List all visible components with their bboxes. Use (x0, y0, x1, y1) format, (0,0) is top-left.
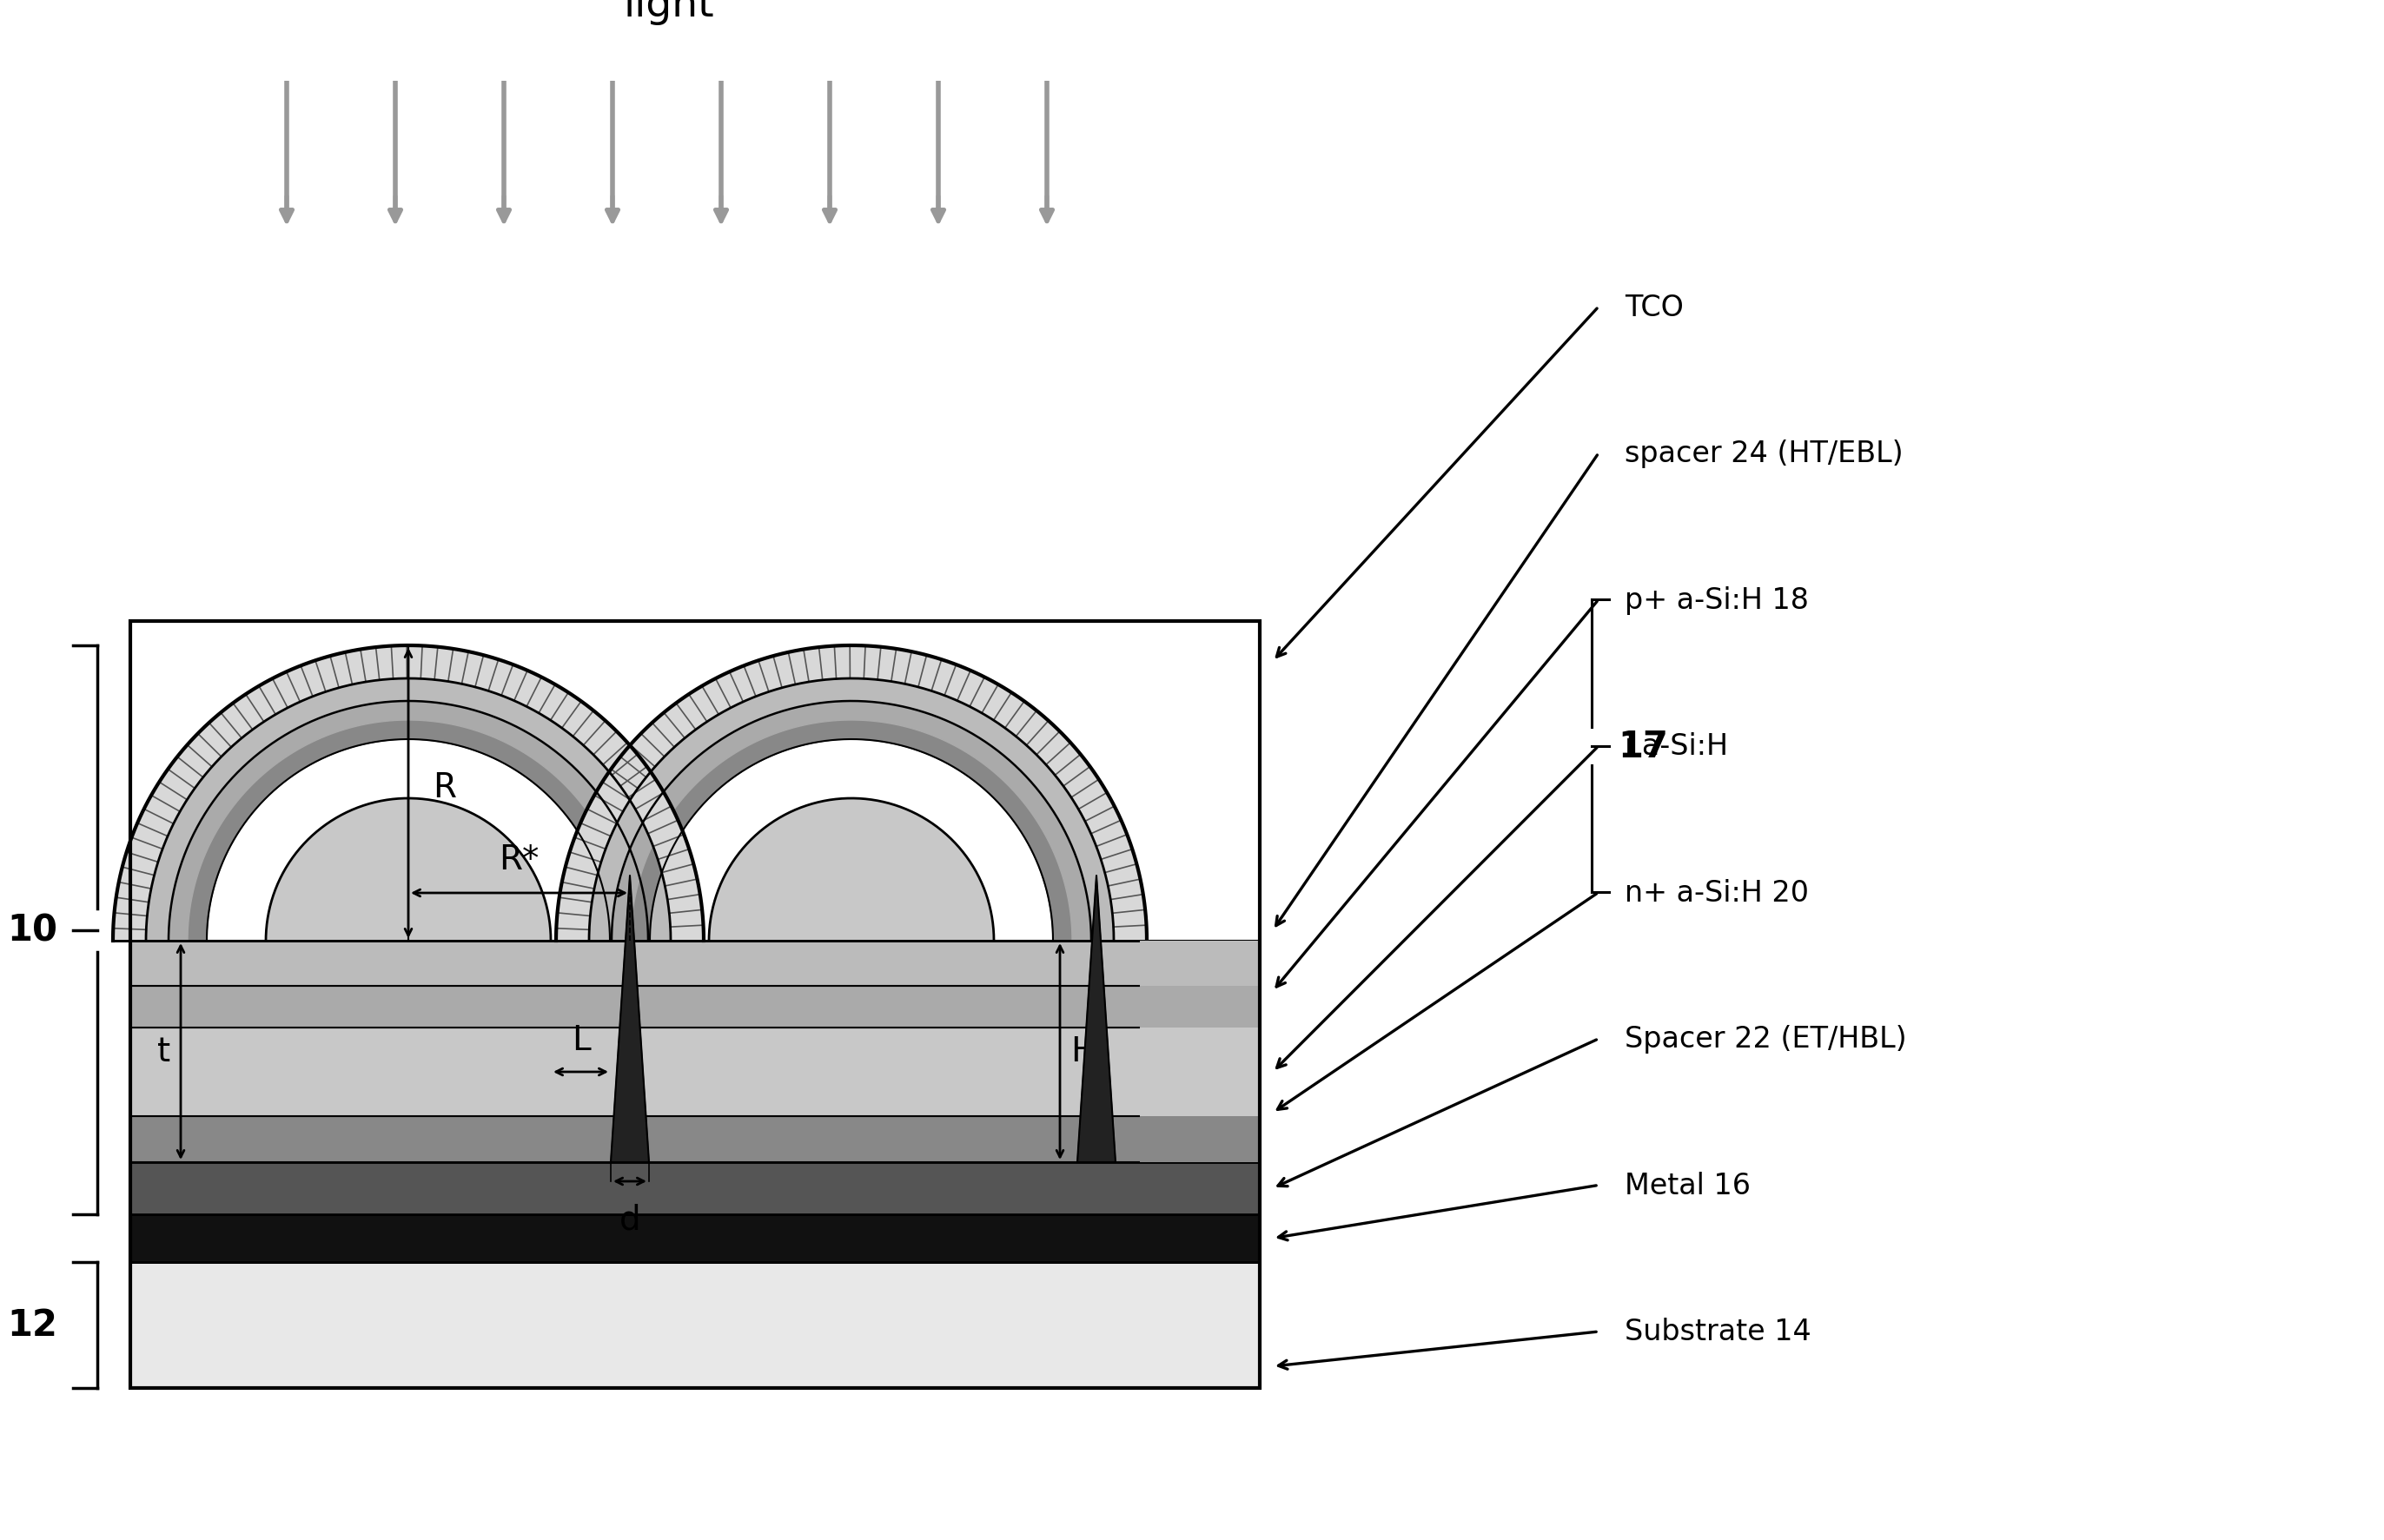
Text: H: H (1070, 1035, 1097, 1069)
Bar (1140, 986, 1259, 1027)
Polygon shape (613, 701, 1092, 941)
Text: TCO: TCO (1624, 293, 1683, 322)
Bar (131, 1116, 1259, 1163)
Text: L: L (572, 1024, 591, 1056)
Polygon shape (112, 645, 703, 941)
Text: light: light (625, 0, 715, 25)
Text: spacer 24 (HT/EBL): spacer 24 (HT/EBL) (1624, 439, 1902, 468)
Bar (131, 1027, 1259, 1116)
Text: i a-Si:H: i a-Si:H (1624, 732, 1728, 761)
Polygon shape (651, 739, 1054, 941)
Text: 10: 10 (7, 912, 57, 949)
Bar (1140, 1116, 1259, 1163)
Polygon shape (555, 645, 1147, 941)
Bar (131, 941, 1259, 986)
Bar (131, 1163, 1259, 1215)
Text: d: d (620, 1203, 641, 1235)
Polygon shape (708, 799, 994, 941)
Text: 12: 12 (7, 1307, 57, 1343)
Polygon shape (145, 679, 670, 941)
Text: 17: 17 (1619, 728, 1669, 764)
Bar (1140, 1027, 1259, 1116)
Text: t: t (157, 1035, 169, 1069)
Polygon shape (632, 721, 1073, 941)
Polygon shape (207, 739, 610, 941)
Bar (131, 622, 1259, 1388)
Bar (131, 1215, 1259, 1263)
Polygon shape (610, 876, 648, 1163)
Polygon shape (589, 679, 1113, 941)
Text: Spacer 22 (ET/HBL): Spacer 22 (ET/HBL) (1624, 1024, 1907, 1053)
Text: R*: R* (498, 842, 539, 876)
Bar (1140, 941, 1259, 986)
Polygon shape (1078, 876, 1116, 1163)
Text: p+ a-Si:H 18: p+ a-Si:H 18 (1624, 585, 1809, 614)
Text: R: R (432, 772, 455, 804)
Bar (131, 1263, 1259, 1388)
Text: n+ a-Si:H 20: n+ a-Si:H 20 (1624, 878, 1809, 907)
Polygon shape (267, 799, 551, 941)
Text: Metal 16: Metal 16 (1624, 1170, 1750, 1200)
Text: Substrate 14: Substrate 14 (1624, 1317, 1812, 1346)
Bar (131, 986, 1259, 1027)
Polygon shape (169, 701, 648, 941)
Polygon shape (188, 721, 629, 941)
